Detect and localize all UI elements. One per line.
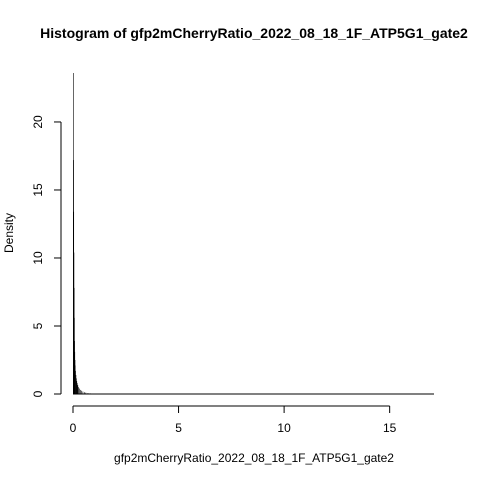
histogram-bar-20 xyxy=(82,391,84,394)
histogram-bar-21 xyxy=(84,392,85,394)
histogram-bar-13 xyxy=(76,381,78,394)
histogram-bar-16 xyxy=(78,387,79,394)
y-tick-label-3: 15 xyxy=(31,183,45,197)
y-tick-label-1: 5 xyxy=(31,322,45,329)
x-tick-label-1: 5 xyxy=(175,421,182,435)
y-axis-label: Density xyxy=(2,213,16,253)
histogram-bars xyxy=(73,73,434,395)
histogram-bar-11 xyxy=(75,374,77,394)
histogram-bar-14 xyxy=(76,383,78,394)
x-tick-label-0: 0 xyxy=(70,421,77,435)
y-tick-label-0: 0 xyxy=(31,390,45,397)
x-tick-label-2: 10 xyxy=(277,421,291,435)
histogram-bar-15 xyxy=(77,385,79,394)
histogram-bar-22 xyxy=(85,392,87,394)
y-tick-label-4: 20 xyxy=(31,115,45,129)
x-axis-label: gfp2mCherryRatio_2022_08_18_1F_ATP5G1_ga… xyxy=(114,451,394,465)
histogram-bar-19 xyxy=(81,390,82,394)
histogram-bar-18 xyxy=(80,389,81,394)
x-tick-label-3: 15 xyxy=(383,421,397,435)
y-axis-ticks: 0 5 10 15 20 xyxy=(31,115,61,397)
histogram-bar-10 xyxy=(75,370,76,394)
x-axis-ticks: 0 5 10 15 xyxy=(70,406,397,435)
chart-title: Histogram of gfp2mCherryRatio_2022_08_18… xyxy=(40,25,468,41)
histogram-bar-9 xyxy=(74,365,76,394)
histogram-bar-17 xyxy=(79,388,80,394)
y-tick-label-2: 10 xyxy=(31,251,45,265)
histogram-bar-12 xyxy=(76,378,77,394)
